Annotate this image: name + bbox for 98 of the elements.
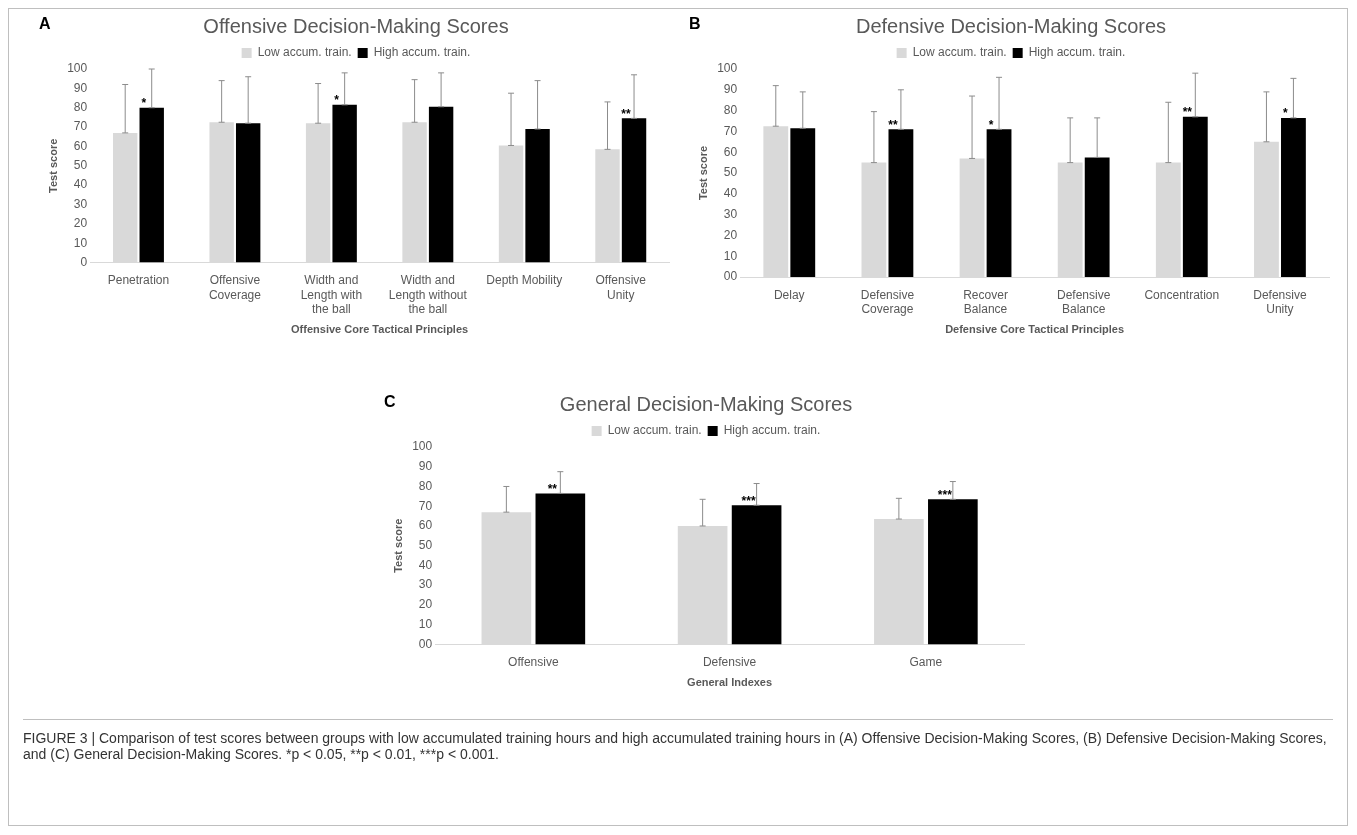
y-tick-label: 80 [418,478,433,493]
annotation: * [988,117,994,132]
x-tick-label: Width and Length without the ball [388,273,468,316]
annotation: ** [547,481,558,496]
y-tick-label: 10 [73,235,88,250]
bar [1281,117,1306,277]
x-axis-title: Offensive Core Tactical Principles [291,323,469,336]
y-tick-label: 50 [723,165,738,180]
y-tick-label: 20 [723,227,738,242]
x-tick-label: Width and Length with the ball [300,273,363,316]
y-tick-label: 90 [73,80,88,95]
y-tick-label: 90 [723,82,738,97]
bar [888,129,914,277]
bar [498,145,524,263]
bar [621,118,647,263]
x-tick-label: Defensive Unity [1253,287,1307,316]
bar [928,499,978,645]
legend-label: High accum. train. [373,45,471,60]
bar [535,493,586,645]
y-tick-label: 30 [723,206,738,221]
bar [428,106,454,263]
x-tick-label: Defensive Balance [1056,287,1111,316]
bar [731,505,782,645]
bar [790,128,816,277]
x-tick-label: Defensive [702,654,757,669]
chart-title: General Decision-Making Scores [559,392,853,415]
text: B [689,15,701,33]
annotation: ** [621,106,632,121]
annotation: *** [741,493,756,508]
bar [402,122,427,263]
bar [139,107,164,263]
y-tick-label: 80 [73,100,88,115]
x-tick-label: Delay [773,287,805,302]
x-tick-label: Offensive Coverage [208,273,262,302]
x-axis-title: Defensive Core Tactical Principles [945,323,1125,336]
annotation: *** [937,487,953,502]
y-tick-label: 60 [723,144,738,159]
bar [332,104,357,263]
chart-title: Offensive Decision-Making Scores [203,14,509,37]
x-tick-label: Defensive Coverage [860,287,915,316]
bar [235,123,261,263]
y-tick-label: 00 [418,636,433,651]
x-axis-title: General Indexes [687,676,773,689]
legend-label: Low accum. train. [257,45,352,60]
y-tick-label: 50 [73,158,88,173]
bar [209,122,234,263]
x-tick-label: Game [909,654,943,669]
annotation: * [141,96,147,111]
text: A [39,15,51,33]
y-tick-label: 100 [717,61,738,76]
y-tick-label: 0 [80,254,88,269]
bar [112,132,138,263]
y-tick-label: 30 [418,577,433,592]
bar [1084,157,1110,277]
x-tick-label: Recover Balance [963,287,1008,316]
y-tick-label: 10 [723,248,738,263]
caption: FIGURE 3 | Comparison of test scores between groups with low accumulated training hours and high accumulated training hours in (A) Offensive Decision-Making Scores, (B) Defensive Decision-Making Scores, and (C) General Decision-Making Scores. *p < 0.05, **p < 0.01, ***p < 0.001. [23,730,1328,762]
bar [595,149,620,263]
x-tick-label: Offensive Unity [595,273,647,302]
y-tick-label: 70 [723,123,738,138]
x-tick-label: Depth Mobility [486,273,563,288]
y-tick-label: 40 [723,186,738,201]
legend-label: Low accum. train. [912,45,1007,60]
legend-label: Low accum. train. [607,423,702,438]
chart-title: Defensive Decision-Making Scores [855,14,1167,37]
y-tick-label: 00 [723,269,738,284]
y-tick-label: 60 [418,518,433,533]
y-tick-label: 20 [418,597,433,612]
annotation: ** [1182,105,1193,120]
y-axis-title: Test score [696,145,709,201]
bar [305,123,331,263]
annotation: ** [888,117,898,132]
legend-label: High accum. train. [723,423,821,438]
y-tick-label: 100 [67,61,88,76]
annotation: * [1283,106,1289,121]
y-tick-label: 10 [418,616,433,631]
y-tick-label: 70 [73,119,88,134]
y-tick-label: 90 [418,459,433,474]
x-tick-label: Penetration [107,273,170,288]
y-tick-label: 80 [723,102,738,117]
x-tick-label: Offensive [508,654,559,669]
y-tick-label: 30 [73,196,88,211]
y-tick-label: 100 [412,439,433,454]
bar [1182,116,1208,277]
y-tick-label: 50 [418,538,433,553]
y-axis-title: Test score [391,518,404,573]
y-tick-label: 40 [418,557,433,572]
bar [986,129,1012,277]
y-tick-label: 60 [73,138,88,153]
y-axis-title: Test score [46,138,59,193]
legend-label: High accum. train. [1028,45,1126,60]
y-tick-label: 40 [73,177,88,192]
text: C [384,393,396,411]
y-tick-label: 70 [418,498,433,513]
bar [525,129,550,263]
x-tick-label: Concentration [1144,287,1220,302]
y-tick-label: 20 [73,216,88,231]
annotation: * [334,93,340,108]
